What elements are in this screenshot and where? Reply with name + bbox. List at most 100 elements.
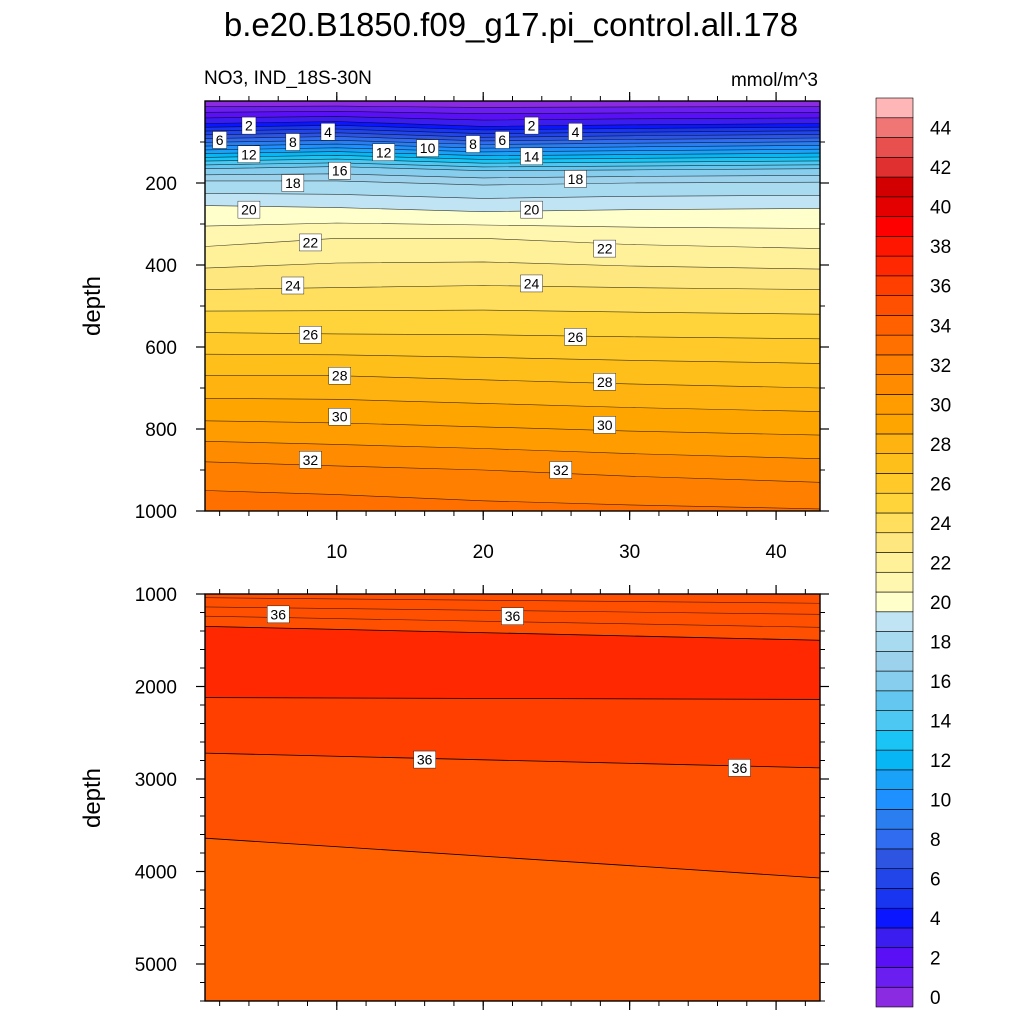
colorbar-swatch xyxy=(875,236,914,257)
contour-label: 18 xyxy=(568,171,584,187)
contour-label: 14 xyxy=(524,148,540,164)
contour-label-box xyxy=(593,373,616,391)
colorbar-swatch xyxy=(875,216,914,237)
colorbar-swatch xyxy=(875,552,914,573)
contour-label-box xyxy=(212,131,227,149)
colorbar-swatch xyxy=(875,176,914,198)
contour-label: 30 xyxy=(332,409,348,425)
upper-contour-line xyxy=(204,420,821,436)
contour-label-box xyxy=(593,239,616,258)
colorbar-tick-label: 26 xyxy=(930,474,951,495)
lower-contour-line xyxy=(204,752,821,769)
upper-contour-line xyxy=(204,151,821,157)
contour-label: 26 xyxy=(303,327,319,343)
contour-label-box xyxy=(281,174,305,192)
contour-label: 24 xyxy=(285,278,301,294)
colorbar-swatch xyxy=(875,848,914,869)
upper-contour-line xyxy=(204,461,821,483)
colorbar-swatch xyxy=(875,394,914,415)
colorbar-swatch xyxy=(875,947,914,968)
contour-label: 2 xyxy=(528,118,536,134)
upper-contour-line xyxy=(204,222,821,229)
contour-label-box xyxy=(372,143,395,161)
contour-label: 22 xyxy=(597,241,613,257)
colorbar-swatch xyxy=(875,295,914,316)
upper-contour-line xyxy=(204,238,821,249)
colorbar-swatch xyxy=(875,354,914,375)
upper-contour-line xyxy=(204,128,821,135)
contour-label-box xyxy=(320,123,336,141)
contour-label: 12 xyxy=(376,144,392,160)
contour-label-box xyxy=(520,200,543,219)
contour-label-box xyxy=(299,326,322,344)
upper-contour-line xyxy=(204,121,821,127)
colorbar-tick-label: 40 xyxy=(930,198,951,219)
contour-label: 2 xyxy=(245,118,253,134)
contour-label-box xyxy=(237,145,261,164)
colorbar-swatch xyxy=(875,473,914,494)
contour-label-box xyxy=(520,274,543,293)
colorbar-swatch xyxy=(875,611,914,632)
colorbar-swatch xyxy=(875,156,914,178)
upper-contour-line xyxy=(204,173,821,179)
colorbar-swatch xyxy=(875,631,914,652)
contour-label-box xyxy=(495,131,510,149)
colorbar-swatch xyxy=(875,117,914,138)
y-tick-label: 1000 xyxy=(135,502,177,523)
y-tick-label: 3000 xyxy=(135,770,177,791)
contour-label-box xyxy=(568,123,583,141)
colorbar-tick-label: 30 xyxy=(930,395,951,416)
units-label: mmol/m^3 xyxy=(731,70,818,91)
colorbar-swatch xyxy=(875,828,914,850)
colorbar-tick-label: 10 xyxy=(930,791,951,812)
contour-label-box xyxy=(465,135,481,153)
colorbar-tick-label: 38 xyxy=(930,237,951,258)
contour-label-box xyxy=(564,170,587,188)
lower-panel: 1000 2000 3000 4000 5000 36 36 36 36 depth xyxy=(79,585,829,1010)
contour-label-box xyxy=(299,451,322,469)
colorbar-swatch xyxy=(875,749,914,771)
colorbar-swatch xyxy=(875,710,914,731)
colorbar-swatch xyxy=(875,769,914,790)
lower-contour-line xyxy=(204,837,821,879)
contour-label-box xyxy=(241,116,257,135)
contour-label: 28 xyxy=(332,368,348,384)
y-tick-label: 4000 xyxy=(135,863,177,884)
lower-ylabel: depth xyxy=(79,768,106,828)
colorbar-swatch xyxy=(875,888,914,909)
colorbar-swatch xyxy=(875,532,914,553)
upper-contour-line xyxy=(204,105,821,108)
contour-label: 36 xyxy=(732,760,748,776)
contour-label-box xyxy=(416,139,439,157)
upper-contour-line xyxy=(204,398,821,412)
contour-label: 32 xyxy=(303,452,319,468)
colorbar-swatch xyxy=(875,591,914,613)
colorbar-swatch xyxy=(875,730,914,751)
colorbar-swatch xyxy=(875,433,914,454)
y-tick-label: 1000 xyxy=(135,585,177,606)
left-subtitle: NO3, IND_18S-30N xyxy=(204,68,372,89)
colorbar-tick-label: 18 xyxy=(930,632,951,653)
colorbar-swatch xyxy=(875,670,914,692)
contour-label-box xyxy=(285,133,301,151)
upper-ylabel: depth xyxy=(79,276,106,336)
colorbar-tick-label: 8 xyxy=(930,830,941,851)
colorbar-swatch xyxy=(875,453,914,474)
colorbar-tick-label: 36 xyxy=(930,277,951,298)
colorbar-tick-label: 2 xyxy=(930,949,941,970)
contour-label: 28 xyxy=(597,374,613,390)
upper-contour-line xyxy=(204,162,821,168)
contour-label: 20 xyxy=(241,202,257,218)
contour-label: 8 xyxy=(289,134,297,150)
contour-label: 4 xyxy=(324,124,332,140)
contour-label: 4 xyxy=(572,124,580,140)
colorbar-swatch xyxy=(875,255,914,277)
colorbar-swatch xyxy=(875,809,914,830)
colorbar-swatch xyxy=(875,986,914,1008)
colorbar-swatch xyxy=(875,275,914,296)
upper-contour-line xyxy=(204,124,821,131)
colorbar-tick-label: 42 xyxy=(930,158,951,179)
contour-label-box xyxy=(501,607,524,625)
upper-contour-line xyxy=(204,261,821,270)
